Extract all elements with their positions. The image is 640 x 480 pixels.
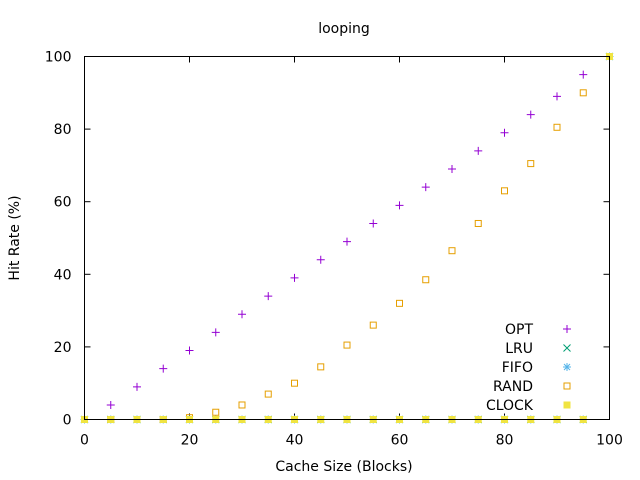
- point-rand: [448, 247, 456, 255]
- point-opt: [421, 183, 430, 192]
- point-rand: [291, 379, 298, 387]
- plot-area-frame: [84, 56, 610, 420]
- legend-marker-opt: [563, 325, 571, 333]
- point-rand: [212, 408, 220, 416]
- point-rand: [369, 321, 377, 329]
- legend-label-fifo: FIFO: [502, 360, 533, 376]
- legend-marker-fifo: [563, 363, 571, 371]
- point-opt: [290, 273, 299, 282]
- point-opt: [133, 382, 141, 391]
- y-tick-label: 0: [63, 413, 72, 429]
- point-rand: [501, 187, 508, 195]
- y-tick-label: 40: [54, 267, 72, 283]
- series-opt: [80, 52, 614, 424]
- x-tick-label: 60: [391, 433, 409, 449]
- x-axis-label: Cache Size (Blocks): [275, 459, 412, 475]
- point-opt: [553, 92, 561, 101]
- legend: OPT LRU FIFO RAND CLOCK: [486, 322, 571, 414]
- point-rand: [553, 123, 561, 131]
- point-opt: [369, 219, 378, 228]
- legend-marker-rand: [563, 382, 571, 390]
- x-tick-label: 0: [80, 433, 89, 449]
- series-rand: [81, 53, 613, 423]
- legend-label-lru: LRU: [505, 341, 533, 357]
- point-opt: [106, 400, 115, 409]
- point-opt: [159, 364, 168, 373]
- axis-ticks: 0 20 40 60 80 100 0 20 40 60 80 100: [45, 50, 623, 449]
- point-opt: [500, 128, 509, 137]
- y-tick-label: 60: [54, 195, 72, 211]
- point-opt: [343, 237, 351, 246]
- point-opt: [526, 110, 535, 119]
- point-rand: [317, 363, 325, 371]
- legend-marker-clock: [563, 401, 571, 409]
- legend-marker-lru: [563, 344, 571, 352]
- legend-label-rand: RAND: [493, 379, 533, 395]
- point-opt: [395, 201, 404, 210]
- point-opt: [579, 70, 588, 79]
- chart-title: looping: [318, 21, 370, 37]
- point-rand: [579, 89, 587, 97]
- point-rand: [238, 401, 246, 409]
- x-tick-label: 20: [181, 433, 199, 449]
- x-tick-label: 40: [286, 433, 304, 449]
- point-opt: [185, 346, 194, 355]
- point-opt: [211, 328, 220, 337]
- point-rand: [527, 160, 535, 168]
- y-tick-label: 20: [54, 340, 72, 356]
- legend-label-opt: OPT: [505, 322, 533, 338]
- point-opt: [316, 255, 325, 264]
- y-tick-label: 100: [45, 50, 72, 66]
- point-rand: [343, 341, 351, 349]
- point-rand: [396, 299, 403, 307]
- legend-label-clock: CLOCK: [486, 398, 534, 414]
- x-tick-label: 80: [496, 433, 514, 449]
- point-rand: [474, 219, 482, 227]
- y-axis-label: Hit Rate (%): [7, 195, 23, 280]
- point-rand: [264, 390, 272, 398]
- point-opt: [474, 146, 483, 155]
- y-tick-label: 80: [54, 122, 72, 138]
- point-opt: [264, 292, 273, 301]
- point-opt: [448, 165, 456, 174]
- point-opt: [238, 310, 246, 319]
- x-tick-label: 100: [596, 433, 623, 449]
- point-rand: [422, 276, 430, 284]
